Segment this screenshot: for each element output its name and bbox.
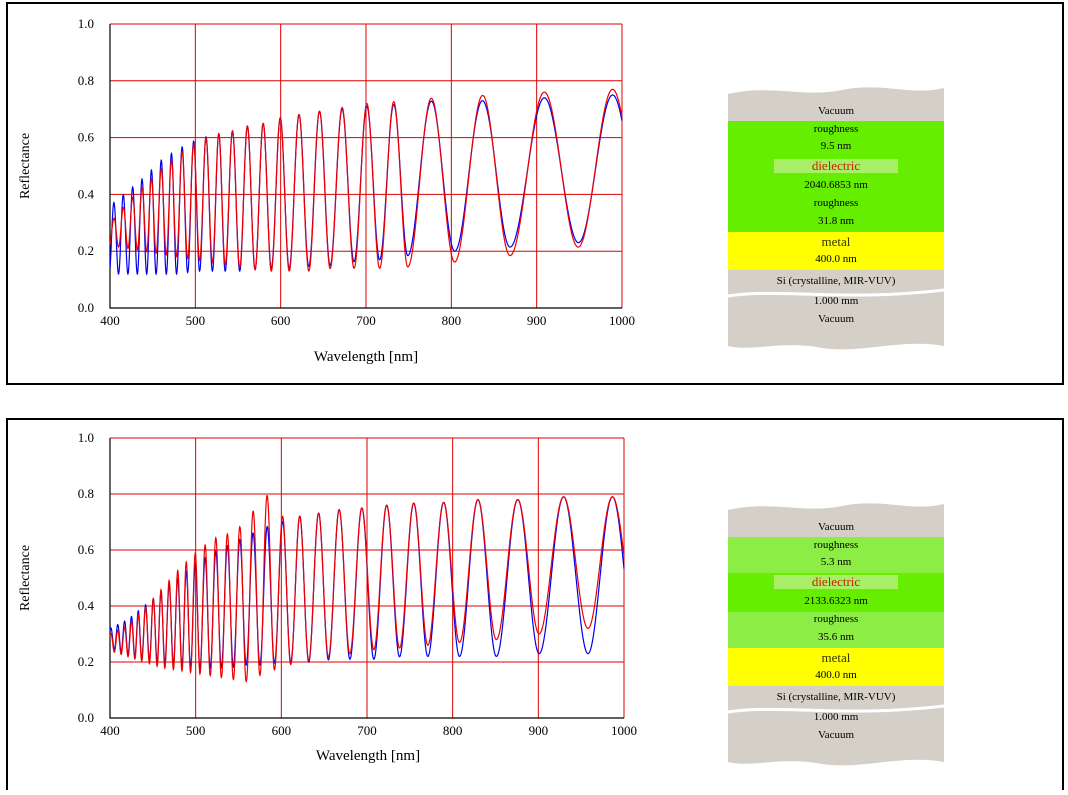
dielectric-label: dielectric [812,158,861,173]
roughness-layer-bottom [728,612,944,648]
axes-frame [109,438,624,719]
red-series-line [109,88,623,272]
substrate-layer [728,686,944,766]
metal-label: metal [822,234,851,249]
dielectric-label-highlight [774,159,898,173]
y-tick-label: 0.0 [78,300,94,315]
vacuum-top-layer [728,503,944,537]
roughness-bottom-value: 35.6 nm [818,631,855,643]
x-tick-label: 600 [272,723,292,738]
layer-stack-diagram: Vacuum roughness 9.5 nm dielectric 2040.6853… [727,87,945,350]
reflectance-chart-1: 400 500 600 700 800 900 1000 0.0 0.2 0.4 0.6 0.8 1.0… [18,16,635,365]
roughness-top-value: 9.5 nm [821,140,852,152]
metal-label: metal [822,650,851,665]
vacuum-top-layer [728,87,944,121]
x-tick-label: 800 [443,723,463,738]
y-tick-label: 0.8 [78,486,94,501]
roughness-bottom-label: roughness [814,613,859,625]
x-tick-label: 700 [356,313,376,328]
y-tick-label: 0.6 [78,130,95,145]
y-tick-label: 0.0 [78,710,94,725]
red-series-line [109,494,625,683]
roughness-top-value: 5.3 nm [821,556,852,568]
roughness-bottom-value: 31.8 nm [818,215,855,227]
vacuum-top-label: Vacuum [818,105,854,117]
substrate-label: Si (crystalline, MIR-VUV) [777,275,896,287]
y-tick-label: 0.6 [78,542,95,557]
x-tick-label: 400 [100,313,120,328]
y-axis-label: Reflectance [18,133,33,199]
substrate-break-line [727,704,945,714]
roughness-top-label: roughness [814,539,859,551]
metal-layer [728,232,944,270]
x-axis-label: Wavelength [nm] [314,349,418,365]
roughness-layer-top [728,537,944,573]
layer-stack-diagram: Vacuum roughness 5.3 nm dielectric 2133.6323… [727,503,945,766]
y-tick-label: 1.0 [78,16,94,31]
substrate-break-line [727,288,945,298]
metal-value: 400.0 nm [815,669,857,681]
x-tick-label: 1000 [611,723,637,738]
substrate-label: Si (crystalline, MIR-VUV) [777,691,896,703]
layer-stack-1: Vacuum roughness 9.5 nm dielectric 2040.6853… [722,76,950,361]
metal-value: 400.0 nm [815,253,857,265]
x-tick-label: 900 [527,313,547,328]
x-tick-label: 1000 [609,313,635,328]
roughness-layer-top [728,121,944,157]
y-tick-label: 0.8 [78,73,94,88]
axes-frame [109,24,622,309]
y-tick-label: 0.4 [78,598,95,613]
vacuum-bottom-label: Vacuum [818,729,854,741]
substrate-value: 1.000 mm [814,295,859,307]
roughness-top-label: roughness [814,123,859,135]
reflectance-chart-2: 400 500 600 700 800 900 1000 0.0 0.2 0.4 0.6 0.8 1.0… [18,430,637,764]
y-tick-label: 0.2 [78,243,94,258]
roughness-bottom-label: roughness [814,197,859,209]
x-tick-label: 500 [186,723,206,738]
dielectric-value: 2133.6323 nm [804,595,868,607]
x-axis-label: Wavelength [nm] [316,748,420,764]
roughness-layer-bottom [728,196,944,232]
layer-stack-2: Vacuum roughness 5.3 nm dielectric 2133.6323… [722,492,950,777]
dielectric-label-highlight [774,575,898,589]
substrate-value: 1.000 mm [814,711,859,723]
x-tick-label: 400 [100,723,120,738]
y-axis-label: Reflectance [18,545,33,611]
reflectance-panel-2: 400 500 600 700 800 900 1000 0.0 0.2 0.4 0.6 0.8 1.0… [6,418,1064,790]
x-tick-label: 900 [529,723,549,738]
dielectric-label: dielectric [812,574,861,589]
x-tick-label: 500 [186,313,206,328]
y-tick-label: 1.0 [78,430,94,445]
reflectance-panel-1: 400 500 600 700 800 900 1000 0.0 0.2 0.4 0.6 0.8 1.0… [6,2,1064,385]
substrate-layer [728,270,944,350]
x-tick-label: 800 [442,313,462,328]
y-tick-label: 0.2 [78,654,94,669]
vacuum-top-label: Vacuum [818,521,854,533]
y-tick-label: 0.4 [78,186,95,201]
vacuum-bottom-label: Vacuum [818,313,854,325]
metal-layer [728,648,944,686]
x-tick-label: 600 [271,313,291,328]
dielectric-value: 2040.6853 nm [804,179,868,191]
x-tick-label: 700 [357,723,377,738]
